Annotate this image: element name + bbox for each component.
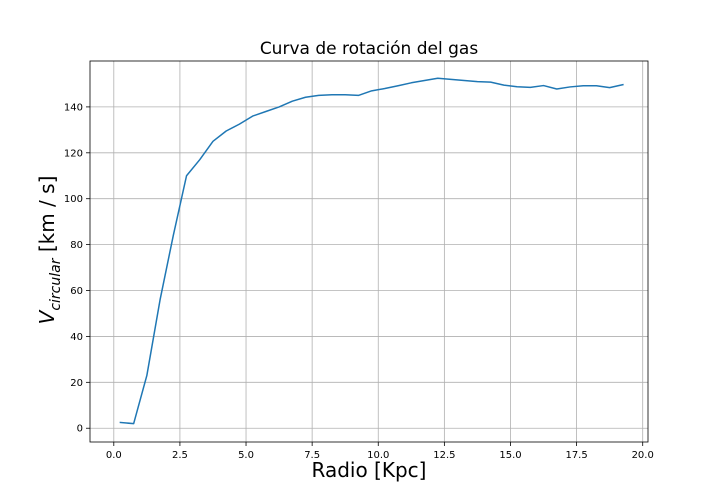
y-tick-label: 140 xyxy=(64,102,83,113)
x-tick-label: 0.0 xyxy=(106,450,122,461)
axes-frame xyxy=(89,60,649,443)
y-tick-label: 20 xyxy=(70,378,83,389)
y-axis-label-variable: V xyxy=(35,309,59,324)
x-tick-label: 12.5 xyxy=(433,450,455,461)
x-tick-label: 10.0 xyxy=(367,450,389,461)
x-tick-label: 7.5 xyxy=(304,450,320,461)
y-tick-label: 120 xyxy=(64,148,83,159)
x-tick-label: 17.5 xyxy=(565,450,587,461)
y-tick-label: 60 xyxy=(70,286,83,297)
y-tick-label: 0 xyxy=(77,424,83,435)
y-axis-label: Vcircular [km / s] xyxy=(35,176,64,325)
x-tick-label: 5.0 xyxy=(238,450,254,461)
chart-title: Curva de rotación del gas xyxy=(260,39,479,59)
grid xyxy=(90,61,648,442)
y-tick-label: 80 xyxy=(70,240,83,251)
series-layer xyxy=(119,77,624,425)
x-axis-label: Radio [Kpc] xyxy=(312,458,427,482)
x-tick-label: 2.5 xyxy=(172,450,188,461)
x-axis-ticks: 0.0 2.5 5.0 7.5 10.0 12.5 15.0 17.5 20.0 xyxy=(106,442,654,461)
rotation-curve-line xyxy=(119,77,624,425)
x-tick-label: 15.0 xyxy=(499,450,521,461)
x-tick-label: 20.0 xyxy=(632,450,654,461)
y-axis-label-subscript: circular xyxy=(48,257,64,310)
y-axis-label-units: [km / s] xyxy=(35,176,59,259)
y-tick-label: 100 xyxy=(64,194,83,205)
y-tick-label: 40 xyxy=(70,332,83,343)
y-axis-ticks: 0 20 40 60 80 100 120 140 xyxy=(64,102,90,435)
